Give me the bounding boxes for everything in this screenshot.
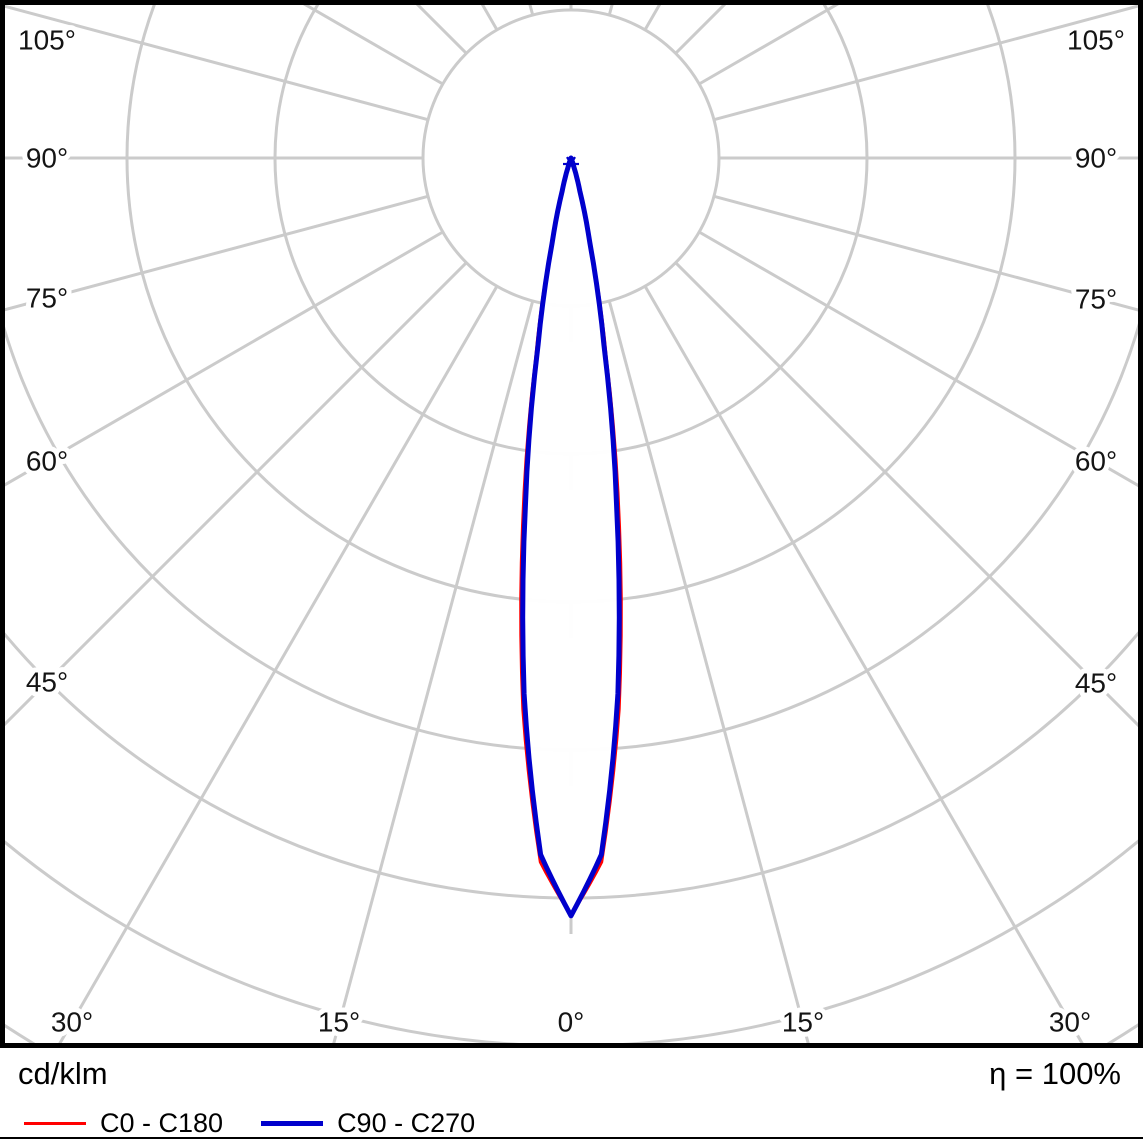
legend-swatch-c90-c270 (261, 1121, 324, 1126)
angle-label: 90° (26, 143, 68, 174)
angle-label: 60° (26, 446, 68, 477)
angle-label: 105° (18, 25, 76, 56)
grid-spoke (713, 5, 1138, 122)
angle-label: 60° (1075, 446, 1117, 477)
grid-spoke (5, 5, 429, 122)
angle-label: 15° (318, 1007, 360, 1038)
units-label: cd/klm (18, 1056, 108, 1091)
angle-label: 30° (51, 1007, 93, 1038)
grid-spoke (713, 194, 1138, 312)
angle-label: 90° (1075, 143, 1117, 174)
peak-marker-ray (566, 156, 576, 172)
angle-label: 75° (1075, 284, 1117, 315)
grid-spoke (674, 261, 1138, 728)
legend-swatch-c0-c180 (24, 1122, 86, 1125)
grid-spoke (5, 261, 468, 727)
angle-labels: 0° 15° 15° 30° 30° 45° 45° 60° 60° 75° 75° 90° 90° 10… (13, 20, 1130, 1043)
grid-spoke (5, 230, 444, 487)
legend-series-row: C0 - C180 C90 - C270 (24, 1108, 475, 1139)
legend-label-c0-c180: C0 - C180 (100, 1108, 224, 1138)
grid-spoke (58, 285, 499, 1043)
series-curves (519, 155, 623, 919)
plot-frame (0, 0, 1143, 1048)
grid-spoke (643, 285, 1084, 1043)
series-curve-c90-c270 (520, 155, 622, 919)
angle-label: 0° (558, 1007, 585, 1038)
efficiency-label: η = 100% (989, 1056, 1121, 1091)
angle-label: 15° (782, 1007, 824, 1038)
grid-spoke (607, 300, 810, 1043)
angle-label: 30° (1049, 1007, 1091, 1038)
angle-label: 75° (26, 283, 68, 314)
grid-spoke (5, 194, 429, 312)
legend: cd/klm η = 100% C0 - C180 C90 - C270 (0, 1048, 1143, 1143)
legend-label-c90-c270: C90 - C270 (337, 1108, 476, 1138)
grid-spoke (332, 300, 535, 1043)
angle-label: 45° (26, 667, 68, 698)
polar-chart: 0° 15° 15° 30° 30° 45° 45° 60° 60° 75° 75° 90° 90° 10… (0, 0, 1143, 1048)
grid-spoke (698, 230, 1138, 488)
angle-label: 105° (1067, 25, 1125, 56)
angle-label: 45° (1075, 668, 1117, 699)
peak-marker (563, 156, 579, 172)
